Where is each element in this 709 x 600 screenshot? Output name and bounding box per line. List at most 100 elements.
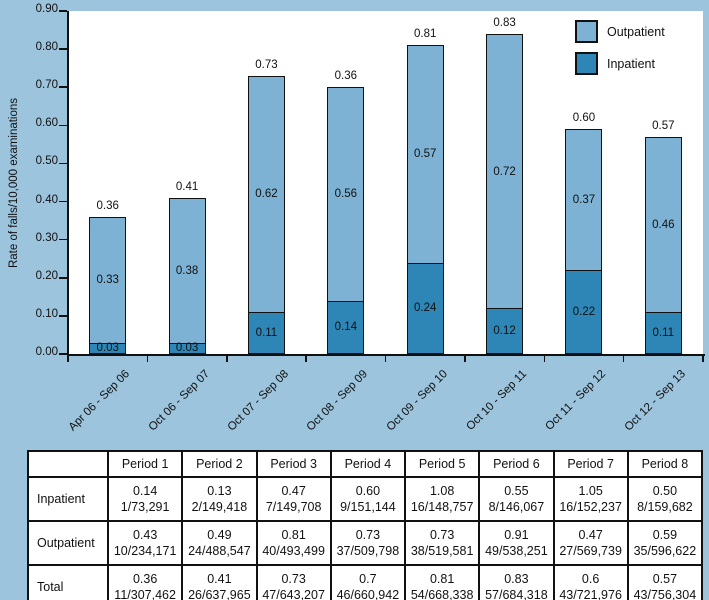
data-table: Period 1 Period 2 Period 3 Period 4 Period 5… — [27, 450, 704, 600]
bar-segment-inpatient: 0.24 — [406, 262, 444, 354]
y-tick-mark — [59, 200, 67, 203]
y-tick-label: 0.40 — [35, 193, 58, 206]
cell-fraction-value: 57/684,318 — [485, 588, 548, 600]
table-cell: 0.73 47/643,207 — [255, 564, 332, 600]
y-tick-mark — [59, 353, 67, 355]
table-cell: 0.55 8/146,067 — [478, 476, 555, 522]
cell-rate-value: 0.60 — [355, 483, 381, 498]
cell-rate-value: 0.14 — [132, 483, 158, 498]
cell-rate-value: 0.73 — [355, 527, 381, 542]
y-tick-label: 0.20 — [35, 269, 58, 282]
y-tick-label: 0.60 — [35, 117, 58, 130]
cell-fraction-value: 7/149,708 — [265, 500, 322, 514]
x-axis-category-label: Oct 11 - Sep 12 — [543, 368, 609, 433]
bar-segment-inpatient: 0.11 — [644, 312, 682, 354]
table-column-header: Period 8 — [626, 450, 704, 478]
x-tick-mark — [464, 354, 466, 362]
cell-rate-value: 0.73 — [429, 527, 455, 542]
y-tick-mark — [59, 10, 67, 12]
table-cell: 0.81 54/668,338 — [403, 564, 481, 600]
cell-fraction-value: 10/234,171 — [113, 544, 177, 558]
bar-total-label: 0.73 — [255, 58, 278, 71]
y-tick-mark — [59, 277, 67, 279]
table-column-header: Period 7 — [552, 450, 629, 478]
cell-fraction-value: 8/146,067 — [488, 500, 545, 514]
table-column-header: Period 6 — [478, 450, 555, 478]
cell-rate-value: 0.41 — [207, 571, 232, 586]
table-column-header: Period 5 — [403, 450, 481, 478]
table-cell: 0.50 8/159,682 — [626, 476, 704, 522]
cell-fraction-value: 8/159,682 — [637, 500, 693, 514]
table-row: Inpatient 0.14 1/73,291 0.13 2/149,418 0.47 7/… — [27, 476, 704, 522]
bar-segment-outpatient: 0.37 — [565, 129, 603, 271]
table-row: Total 0.36 11/307,462 0.41 26/637,965 0.73 47/… — [27, 564, 704, 600]
bar-total-label: 0.83 — [493, 16, 516, 29]
table-column-header: Period 1 — [106, 450, 184, 478]
table-cell: 0.81 40/493,499 — [255, 520, 332, 566]
cell-fraction-value: 46/660,942 — [336, 588, 400, 600]
cell-rate-value: 0.57 — [652, 571, 678, 586]
cell-rate-value: 1.05 — [578, 483, 603, 498]
bar-segment-outpatient: 0.33 — [89, 216, 127, 343]
table-cell: 1.05 16/152,237 — [552, 476, 629, 522]
table-row-label: Total — [27, 564, 109, 600]
x-axis-category-label: Apr 06 - Sep 06 — [66, 368, 133, 434]
cell-fraction-value: 26/637,965 — [188, 588, 251, 600]
table-cell: 0.14 1/73,291 — [106, 476, 184, 522]
bar-segment-inpatient: 0.22 — [565, 270, 603, 354]
table-cell: 0.47 7/149,708 — [255, 476, 332, 522]
x-tick-mark — [622, 354, 625, 362]
bar-segment-outpatient: 0.38 — [168, 197, 206, 343]
x-axis-category-label: Oct 12 - Sep 13 — [622, 368, 688, 434]
y-tick-mark — [59, 48, 67, 50]
table-cell: 0.49 24/488,547 — [181, 520, 258, 566]
table-row: Outpatient 0.43 10/234,171 0.49 24/488,547 0.… — [27, 520, 704, 566]
y-tick-label: 0.30 — [35, 231, 58, 244]
cell-rate-value: 0.59 — [652, 527, 678, 542]
cell-rate-value: 0.83 — [504, 571, 529, 586]
bar-segment-outpatient: 0.72 — [486, 33, 524, 309]
x-tick-mark — [146, 354, 149, 362]
bar-total-label: 0.81 — [413, 28, 437, 41]
table-cell: 0.59 35/596,622 — [626, 520, 704, 566]
table-cell: 0.73 37/509,798 — [329, 520, 407, 566]
y-tick-mark — [59, 238, 67, 241]
table-cell: 0.73 38/519,581 — [403, 520, 481, 566]
cell-fraction-value: 37/509,798 — [336, 544, 400, 558]
table-column-header: Period 2 — [181, 450, 258, 478]
y-tick-label: 0.90 — [35, 3, 58, 15]
bar-segment-outpatient: 0.46 — [644, 136, 682, 313]
y-axis-line — [66, 11, 69, 362]
table-cell: 0.6 43/721,976 — [552, 564, 629, 600]
table-cell: 0.36 11/307,462 — [106, 564, 184, 600]
table-cell: 0.60 9/151,144 — [329, 476, 407, 522]
y-tick-label: 0.50 — [35, 155, 58, 168]
cell-fraction-value: 16/152,237 — [559, 500, 622, 514]
cell-rate-value: 1.08 — [429, 483, 455, 498]
y-tick-label: 0.00 — [35, 346, 58, 358]
bar-segment-inpatient: 0.12 — [486, 308, 524, 354]
y-tick-mark — [59, 162, 67, 165]
y-tick-label: 0.70 — [35, 79, 58, 92]
cell-rate-value: 0.6 — [581, 571, 600, 586]
y-tick-label: 0.10 — [35, 307, 58, 320]
cell-rate-value: 0.55 — [504, 483, 529, 498]
bar-segment-outpatient: 0.62 — [247, 75, 285, 313]
cell-fraction-value: 35/596,622 — [633, 544, 697, 558]
cell-rate-value: 0.81 — [429, 571, 455, 586]
cell-rate-value: 0.43 — [132, 527, 158, 542]
x-axis-category-label: Oct 07 - Sep 08 — [225, 368, 291, 434]
cell-rate-value: 0.49 — [207, 527, 232, 542]
table-cell: 0.43 10/234,171 — [106, 520, 184, 566]
bar-total-label: 0.60 — [572, 112, 596, 125]
x-tick-mark — [67, 354, 69, 362]
x-axis-category-label: Oct 10 - Sep 11 — [464, 368, 530, 433]
x-tick-mark — [543, 354, 545, 362]
table-cell: 0.57 43/756,304 — [626, 564, 704, 600]
table-row-label: Outpatient — [27, 520, 109, 566]
x-tick-mark — [384, 354, 387, 362]
cell-fraction-value: 49/538,251 — [485, 544, 548, 558]
cell-fraction-value: 2/149,418 — [191, 500, 248, 514]
cell-rate-value: 0.47 — [578, 527, 603, 542]
